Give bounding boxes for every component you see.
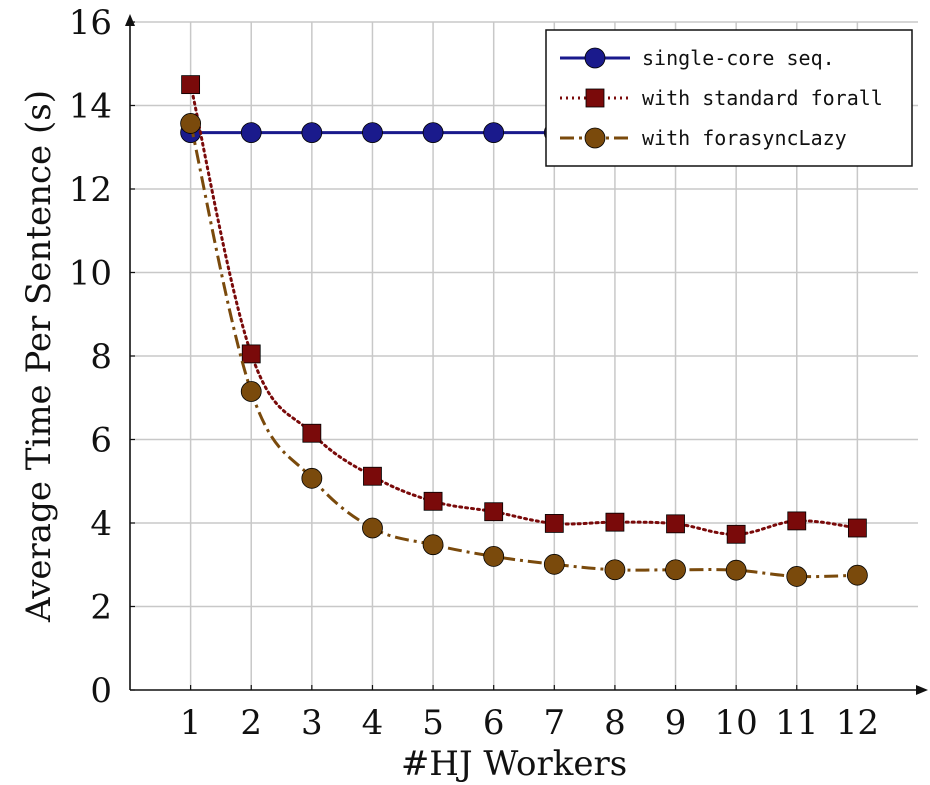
data-point — [301, 467, 323, 489]
data-point — [846, 564, 868, 586]
data-point — [180, 113, 202, 134]
y-tick-label: 0 — [90, 671, 112, 711]
data-point — [240, 122, 262, 144]
data-point — [362, 517, 383, 539]
legend-label: with forasyncLazy — [642, 126, 847, 150]
y-tick-label: 8 — [90, 337, 112, 377]
y-tick-label: 4 — [90, 504, 112, 544]
x-tick-label: 1 — [180, 703, 202, 743]
x-tick-label: 2 — [240, 703, 262, 743]
y-tick-label: 16 — [69, 3, 112, 43]
y-tick-label: 10 — [69, 254, 112, 294]
x-tick-label: 7 — [543, 703, 565, 743]
x-tick-label: 11 — [775, 703, 818, 743]
legend-label: with standard forall — [642, 86, 883, 110]
x-tick-label: 8 — [604, 703, 626, 743]
x-axis-arrow — [916, 685, 928, 695]
x-tick-label: 5 — [422, 703, 444, 743]
data-point — [786, 566, 808, 587]
legend-item: with standard forall — [560, 86, 883, 110]
data-point — [484, 502, 504, 522]
data-point — [422, 534, 444, 556]
legend-item: single-core seq. — [560, 46, 835, 70]
data-point — [423, 491, 443, 511]
data-point — [302, 423, 322, 443]
data-point — [422, 122, 444, 144]
data-point — [181, 75, 201, 95]
data-point — [301, 122, 323, 144]
data-point — [787, 511, 807, 531]
legend-item: with forasyncLazy — [560, 126, 847, 150]
data-point — [666, 514, 685, 534]
data-point — [726, 524, 746, 544]
series-line — [189, 123, 858, 579]
data-point — [847, 518, 867, 538]
data-point — [483, 546, 505, 567]
data-point — [483, 122, 505, 144]
data-point — [605, 512, 625, 532]
series-layer — [180, 75, 868, 587]
data-point — [241, 344, 261, 364]
x-tick-label: 12 — [836, 703, 879, 743]
x-tick-label: 3 — [301, 703, 323, 743]
x-tick-label: 6 — [483, 703, 505, 743]
x-tick-label: 9 — [665, 703, 687, 743]
axes — [125, 14, 928, 695]
legend: single-core seq. with standard forall with… — [545, 29, 913, 167]
series-3 — [180, 113, 868, 587]
series-2 — [181, 75, 867, 544]
data-point — [544, 514, 564, 533]
data-point — [665, 559, 686, 581]
x-tick-label: 4 — [362, 703, 384, 743]
data-point — [363, 466, 382, 486]
x-tick-label: 10 — [715, 703, 758, 743]
legend-label: single-core seq. — [642, 46, 835, 70]
legend-marker — [584, 127, 606, 149]
legend-marker — [585, 88, 605, 108]
y-tick-label: 6 — [90, 421, 112, 461]
data-point — [604, 559, 626, 581]
y-tick-label: 14 — [69, 87, 112, 127]
data-point — [725, 559, 747, 581]
y-axis-arrow — [125, 14, 135, 26]
data-point — [543, 553, 565, 575]
legend-box — [545, 29, 913, 167]
y-tick-label: 12 — [69, 170, 112, 210]
legend-marker — [584, 47, 606, 69]
y-axis-title: Average Time Per Sentence (s) — [19, 90, 59, 623]
y-tick-label: 2 — [90, 588, 112, 628]
data-point — [240, 381, 262, 402]
x-axis-title: #HJ Workers — [401, 744, 627, 784]
data-point — [362, 122, 383, 144]
